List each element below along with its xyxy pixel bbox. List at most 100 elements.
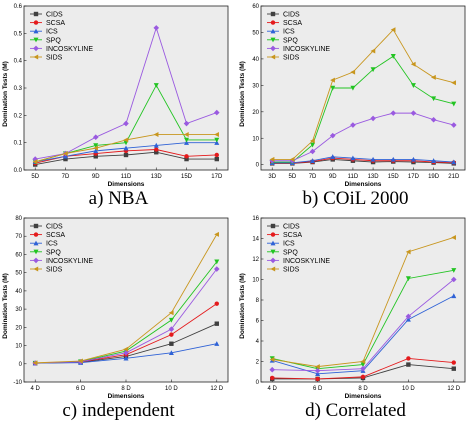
x-tick-label: 19D [428, 174, 440, 180]
x-axis-label: Dimensions [108, 181, 145, 188]
data-point [32, 360, 38, 366]
data-point [123, 355, 129, 361]
data-point [360, 365, 366, 372]
data-point [330, 85, 336, 91]
series-sids [269, 234, 456, 370]
x-axis-label: Dimensions [108, 393, 145, 400]
y-tick-label: 50 [15, 271, 22, 277]
y-tick-label: 4 [256, 339, 260, 345]
data-point [214, 301, 219, 306]
data-point [451, 234, 456, 240]
x-tick-label: 8 D [358, 386, 368, 392]
x-tick-label: 9D [329, 174, 337, 180]
chart-nba: 0.0 0.1 0.2 0.3 0.4 0.5 0.6 5D 7D 9D 11D 13D 15D 17D D… [2, 4, 229, 188]
data-point [451, 366, 456, 371]
legend-entry-label: ICS [283, 241, 295, 248]
legend-entry-label: ICS [46, 241, 58, 248]
series-scsa [270, 356, 456, 382]
legend-marker [270, 240, 276, 246]
data-point [213, 266, 220, 272]
y-tick-label: 0.0 [14, 168, 23, 174]
data-point [154, 147, 159, 152]
x-tick-label: 10 D [402, 386, 415, 392]
chart-panel-independent: -10 0 10 20 30 40 50 60 70 80 4 D 6 D 8 D 10 D 12 D Dim… [0, 212, 237, 424]
x-axis-label: Dimensions [345, 393, 382, 400]
data-point [315, 376, 320, 382]
y-tick-label: 20 [252, 110, 259, 116]
x-tick-label: 6 D [313, 386, 323, 392]
series-ics [269, 154, 457, 166]
legend-marker [33, 28, 39, 34]
y-tick-label: 20 [15, 325, 22, 331]
data-point [270, 375, 275, 381]
y-tick-label: 50 [252, 30, 259, 36]
x-tick-label: 12 D [210, 386, 223, 392]
data-point [289, 156, 295, 162]
data-point [350, 155, 356, 161]
x-tick-label: 10 D [165, 386, 178, 392]
y-tick-label: 2 [256, 360, 260, 366]
chart-panel-coil2000: 0 10 20 30 40 50 60 3D 5D 7D 9D 11D 13D 15D 17D 19D 21D D… [237, 0, 474, 212]
data-point [450, 122, 457, 128]
data-point [450, 276, 457, 283]
y-tick-label: 0 [19, 362, 23, 368]
data-point [451, 268, 457, 273]
data-point [123, 120, 129, 127]
x-tick-label: 6 D [76, 386, 86, 392]
y-tick-label: 0.2 [14, 113, 23, 119]
y-tick-label: 10 [252, 278, 259, 284]
data-point [184, 156, 189, 162]
data-point [269, 156, 275, 162]
y-tick-label: 80 [15, 216, 22, 222]
data-point [360, 362, 366, 368]
data-point [410, 83, 416, 88]
data-point [214, 341, 220, 346]
y-axis-label: Domination Tests (M) [239, 273, 246, 339]
series-sids [32, 131, 219, 165]
y-tick-label: -10 [13, 380, 22, 386]
chart-independent: -10 0 10 20 30 40 50 60 70 80 4 D 6 D 8 D 10 D 12 D Dim… [2, 216, 229, 400]
legend-entry-label: SCSA [283, 232, 302, 239]
y-tick-label: 40 [252, 57, 259, 63]
legend-marker [270, 223, 276, 229]
legend-marker [270, 266, 276, 272]
legend-marker [270, 37, 276, 43]
legend-marker [33, 240, 39, 246]
y-tick-label: 0 [256, 163, 260, 169]
x-tick-label: 5D [289, 174, 297, 180]
data-point [410, 61, 416, 67]
plot-area [260, 217, 466, 383]
data-point [451, 101, 457, 107]
legend-entry-label: SIDS [46, 55, 63, 62]
data-point [390, 110, 397, 116]
y-tick-label: 60 [252, 4, 259, 10]
chart-correlated: 0 2 4 6 8 10 12 14 16 4 D 6 D 8 D 10 D 12 D Dimensions… [239, 216, 466, 400]
data-point [431, 74, 436, 80]
series-ics [32, 341, 220, 366]
legend-entry-label: SIDS [283, 55, 300, 62]
legend-entry-label: SPQ [46, 249, 61, 256]
y-tick-label: 8 [256, 298, 260, 304]
data-point [169, 332, 174, 337]
y-tick-label: 0.5 [14, 31, 23, 37]
data-point [451, 159, 457, 165]
y-tick-label: 30 [252, 83, 259, 89]
data-point [62, 151, 68, 157]
data-point [370, 48, 376, 54]
data-point [168, 350, 174, 356]
x-tick-label: 7D [62, 174, 70, 180]
data-point [32, 156, 39, 162]
data-point [214, 321, 219, 326]
data-point [390, 54, 396, 59]
chart-caption: d) Correlated [305, 400, 406, 421]
data-point [451, 293, 457, 299]
legend-entry-label: CIDS [283, 224, 300, 231]
y-tick-label: 0.4 [14, 59, 23, 65]
data-point [214, 137, 220, 143]
legend-entry-label: SCSA [283, 20, 302, 27]
data-point [315, 371, 321, 376]
x-tick-label: 4 D [31, 386, 41, 392]
legend-entry-label: INCOSKYLINE [46, 46, 93, 53]
legend-entry-label: INCOSKYLINE [283, 258, 330, 265]
